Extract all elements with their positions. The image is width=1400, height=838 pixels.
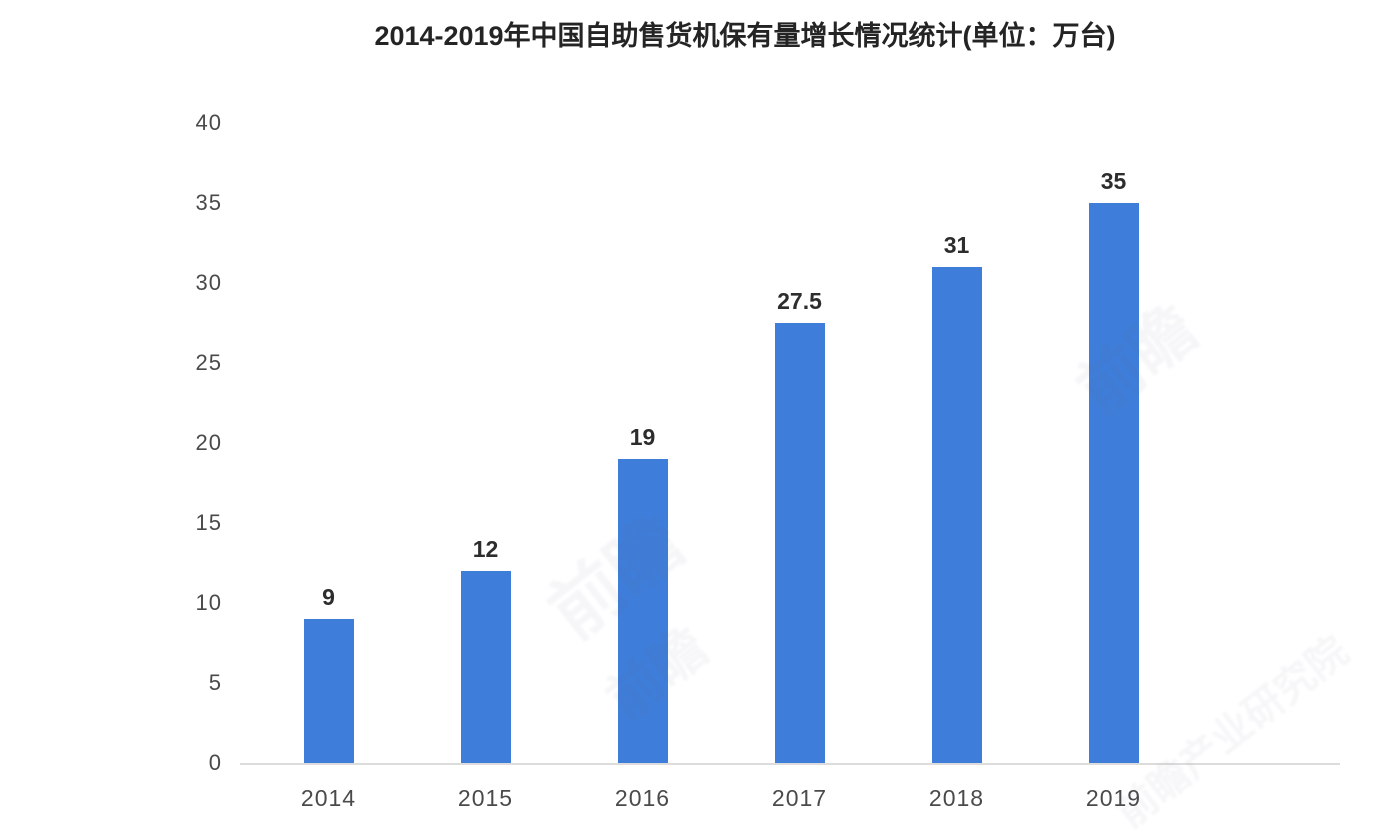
x-tick-label: 2015 xyxy=(457,785,514,811)
bar-group: 31 xyxy=(878,123,1035,763)
x-tick-label: 2016 xyxy=(614,785,671,811)
y-tick-label: 40 xyxy=(195,110,222,135)
bar-group: 9 xyxy=(250,123,407,763)
x-tick-label: 2019 xyxy=(1085,785,1142,811)
y-tick-label: 35 xyxy=(195,190,222,215)
bar-value-label: 19 xyxy=(629,424,656,450)
chart-title: 2014-2019年中国自助售货机保有量增长情况统计(单位：万台) xyxy=(374,21,1116,51)
x-axis-labels: 2014 2015 2016 2017 2018 2019 xyxy=(250,785,1192,813)
y-tick-label: 5 xyxy=(208,670,222,695)
y-tick-label: 20 xyxy=(195,430,222,455)
y-tick-label: 30 xyxy=(195,270,222,295)
y-axis: 0 5 10 15 20 25 30 35 40 xyxy=(152,112,222,774)
bar-2019 xyxy=(1088,203,1139,763)
bar-2017 xyxy=(774,323,825,763)
bar-value-label: 9 xyxy=(322,584,335,610)
x-tick-label: 2018 xyxy=(928,785,985,811)
bar-value-label: 35 xyxy=(1100,168,1127,194)
bar-2014 xyxy=(303,619,354,763)
bar-group: 27.5 xyxy=(721,123,878,763)
y-tick-label: 25 xyxy=(195,350,222,375)
bar-group: 12 xyxy=(407,123,564,763)
bar-group: 35 xyxy=(1035,123,1192,763)
bar-2018 xyxy=(931,267,982,763)
y-tick-label: 10 xyxy=(195,590,222,615)
x-tick-label: 2014 xyxy=(300,785,357,811)
bar-group: 19 xyxy=(564,123,721,763)
x-tick-label: 2017 xyxy=(771,785,828,811)
plot-area: 0 5 10 15 20 25 30 35 40 9 12 19 27.5 31 35 xyxy=(196,112,1340,774)
y-tick-label: 15 xyxy=(195,510,222,535)
bar-value-label: 12 xyxy=(472,536,499,562)
bar-value-label: 27.5 xyxy=(777,288,822,314)
bar-2015 xyxy=(460,571,511,763)
bars-area: 9 12 19 27.5 31 35 xyxy=(250,123,1192,763)
bar-value-label: 31 xyxy=(943,232,970,258)
bar-2016 xyxy=(617,459,668,763)
y-tick-label: 0 xyxy=(208,750,222,775)
